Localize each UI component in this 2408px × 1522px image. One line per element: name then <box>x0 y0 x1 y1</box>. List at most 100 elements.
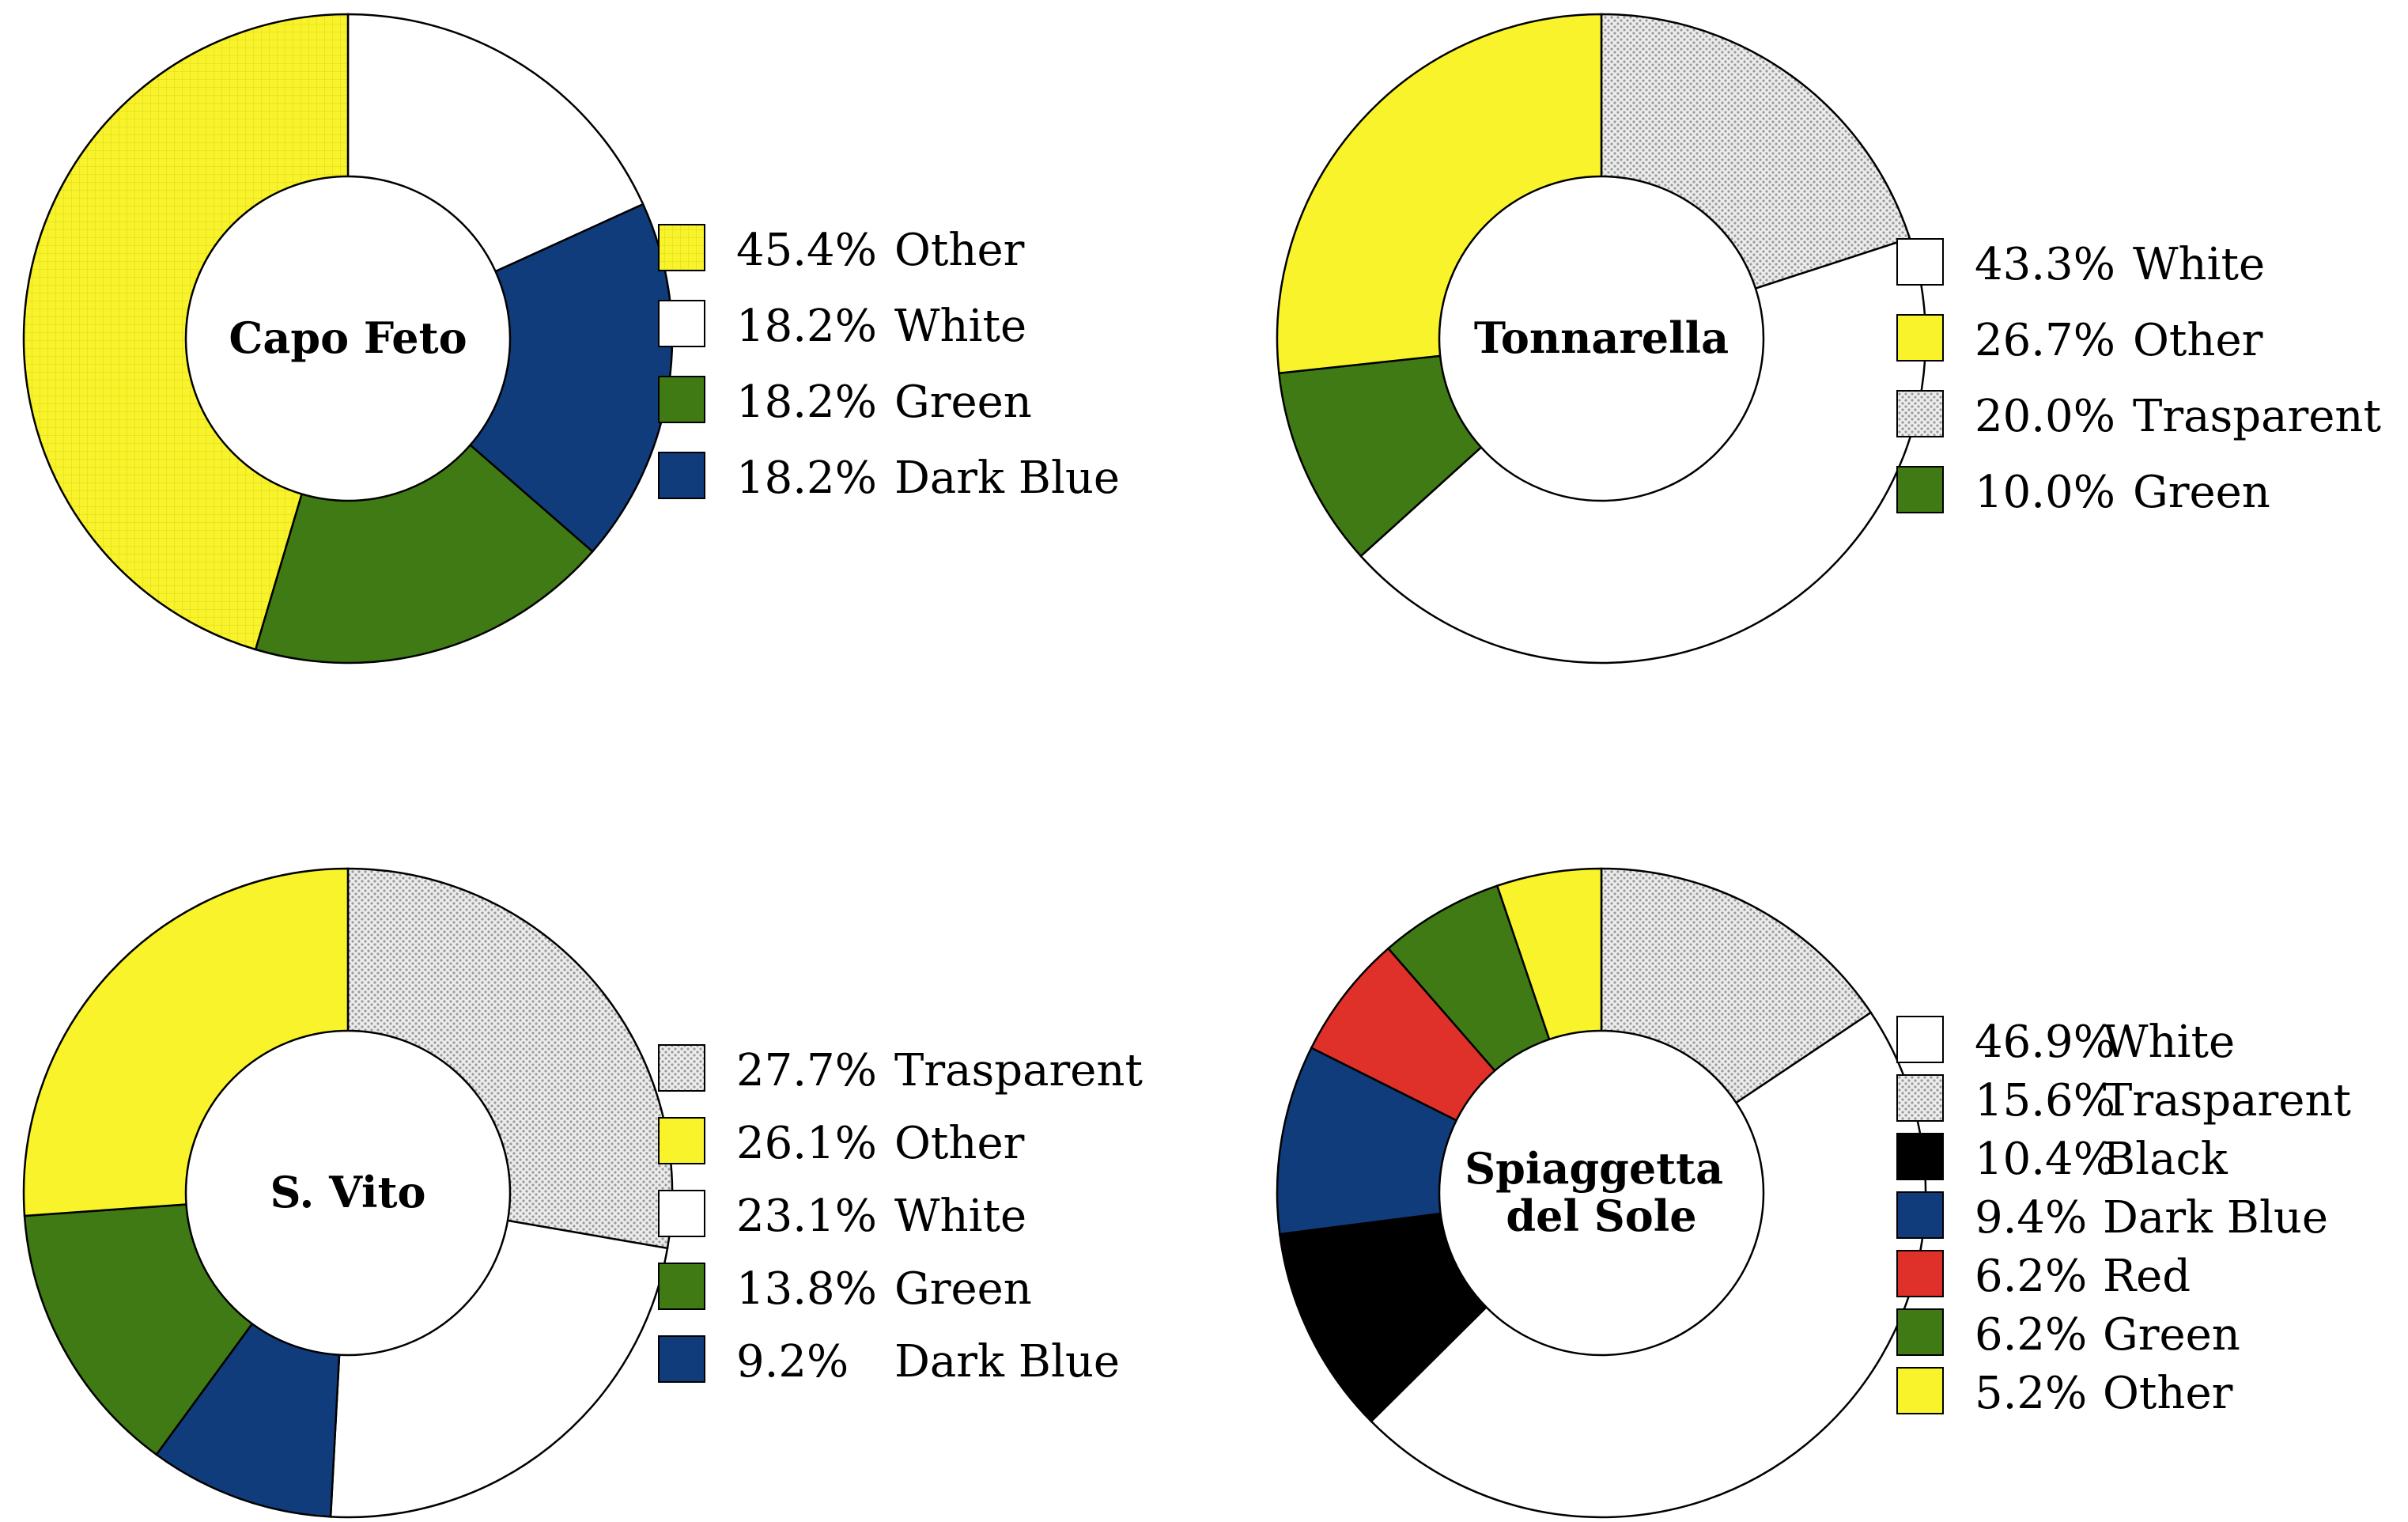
legend-item-dark-blue: 9.2% Dark Blue <box>658 1335 1120 1388</box>
legend-label: Green <box>2133 467 2270 518</box>
legend-percent: 6.2% <box>1975 1251 2087 1302</box>
center-label-line-1: Spiaggetta <box>1465 1143 1723 1194</box>
legend-percent: 9.4% <box>1975 1192 2087 1244</box>
legend-percent: 6.2% <box>1975 1309 2087 1361</box>
legend-label: Other <box>2103 1368 2233 1419</box>
legend-percent: 9.2% <box>736 1336 849 1388</box>
legend-swatch <box>1896 1016 1944 1063</box>
legend-item-black: 10.4%Black <box>1896 1133 2228 1185</box>
legend-item-green: 18.2% Green <box>658 376 1032 428</box>
center-label-line: S. Vito <box>270 1167 425 1217</box>
legend-label: Green <box>894 1263 1032 1315</box>
legend-swatch <box>658 224 705 271</box>
chart-legend: 27.7% Trasparent 26.1% Other 23.1% White 13.8%… <box>658 1044 1143 1388</box>
legend-percent: 5.2% <box>1975 1368 2087 1419</box>
legend-swatch <box>1896 390 1944 437</box>
legend-swatch <box>658 1117 705 1164</box>
legend-percent: 18.2% <box>736 301 877 352</box>
legend-item-other: 45.4% Other <box>658 224 1025 276</box>
legend-swatch <box>1896 314 1944 362</box>
legend-item-trasparent: 20.0% Trasparent <box>1896 390 2381 442</box>
donut-chart-spiaggetta-del-sole: Spiaggetta del Sole 46.9%White 15.6%Trasp… <box>1276 867 2351 1519</box>
legend-label: Other <box>894 225 1025 276</box>
legend-item-green: 13.8% Green <box>658 1263 1032 1315</box>
legend-item-other: 26.1% Other <box>658 1117 1025 1169</box>
legend-swatch <box>1896 1308 1944 1356</box>
legend-item-white: 18.2% White <box>658 300 1026 352</box>
legend-swatch <box>658 376 705 423</box>
donut-hole <box>1438 175 1765 502</box>
legend-percent: 27.7% <box>736 1045 877 1096</box>
donut-chart-capo-feto: Capo Feto 45.4% Other 18.2% White 18.2% Green… <box>22 13 1120 664</box>
legend-label: Green <box>2103 1309 2240 1361</box>
legend-percent: 23.1% <box>736 1191 877 1242</box>
legend-swatch <box>658 1263 705 1310</box>
legend-percent: 10.4% <box>1975 1134 2115 1185</box>
legend-swatch <box>658 452 705 499</box>
legend-swatch <box>658 1190 705 1237</box>
legend-percent: 43.3% <box>1975 239 2115 290</box>
legend-swatch <box>1896 1074 1944 1122</box>
legend-label: Green <box>894 377 1032 428</box>
legend-item-trasparent: 27.7% Trasparent <box>658 1044 1143 1096</box>
legend-item-trasparent: 15.6%Trasparent <box>1896 1074 2351 1126</box>
center-label-line-2: del Sole <box>1506 1191 1696 1241</box>
donut-hole <box>184 1029 512 1357</box>
legend-swatch <box>1896 1367 1944 1414</box>
legend-item-white: 46.9%White <box>1896 1016 2235 1068</box>
legend-item-red: 6.2% Red <box>1896 1250 2191 1302</box>
legend-label: Trasparent <box>894 1045 1143 1096</box>
legend-label: White <box>894 301 1026 352</box>
chart-center-label: Capo Feto <box>229 312 467 363</box>
legend-label: Red <box>2103 1251 2191 1302</box>
legend-swatch <box>658 300 705 347</box>
center-label-line: Tonnarella <box>1474 312 1729 363</box>
legend-label: Dark Blue <box>2103 1192 2328 1244</box>
legend-swatch <box>658 1044 705 1092</box>
chart-center-label: S. Vito <box>270 1167 425 1217</box>
legend-item-dark-blue: 18.2% Dark Blue <box>658 452 1120 504</box>
legend-swatch <box>658 1335 705 1383</box>
legend-label: Other <box>894 1118 1025 1169</box>
legend-label: Trasparent <box>2103 1075 2351 1126</box>
chart-legend: 45.4% Other 18.2% White 18.2% Green 18.2% Dark … <box>658 224 1120 504</box>
legend-label: Black <box>2103 1134 2228 1185</box>
legend-item-other: 26.7% Other <box>1896 314 2263 366</box>
legend-label: Dark Blue <box>894 452 1120 504</box>
chart-center-label: Tonnarella <box>1474 312 1729 363</box>
legend-item-other: 5.2% Other <box>1896 1367 2233 1419</box>
legend-label: Trasparent <box>2133 391 2381 442</box>
legend-percent: 13.8% <box>736 1263 877 1315</box>
legend-item-green: 6.2% Green <box>1896 1308 2240 1361</box>
legend-swatch <box>1896 1133 1944 1180</box>
donut-hole <box>184 175 512 502</box>
legend-item-white: 23.1% White <box>658 1190 1026 1242</box>
legend-percent: 26.1% <box>736 1118 877 1169</box>
legend-item-white: 43.3% White <box>1896 238 2265 290</box>
legend-swatch <box>1896 466 1944 513</box>
legend-percent: 20.0% <box>1975 391 2115 442</box>
legend-label: White <box>894 1191 1026 1242</box>
center-label-line: Capo Feto <box>229 312 467 363</box>
donut-hole <box>1438 1029 1765 1357</box>
legend-percent: 26.7% <box>1975 315 2115 366</box>
legend-swatch <box>1896 1250 1944 1297</box>
legend-item-green: 10.0% Green <box>1896 466 2270 518</box>
legend-item-dark-blue: 9.4% Dark Blue <box>1896 1191 2328 1244</box>
legend-percent: 46.9% <box>1975 1017 2115 1068</box>
legend-label: Dark Blue <box>894 1336 1120 1388</box>
chart-center-label: Spiaggetta del Sole <box>1465 1143 1738 1241</box>
donut-chart-tonnarella: Tonnarella 43.3% White 26.7% Other 20.0% Tras… <box>1276 13 2381 664</box>
legend-percent: 18.2% <box>736 377 877 428</box>
donut-chart-s-vito: S. Vito 27.7% Trasparent 26.1% Other 23.1% Wh… <box>22 867 1143 1519</box>
legend-percent: 45.4% <box>736 225 877 276</box>
legend-label: White <box>2103 1017 2235 1068</box>
legend-percent: 10.0% <box>1975 467 2115 518</box>
legend-percent: 15.6% <box>1975 1075 2115 1126</box>
legend-swatch <box>1896 238 1944 286</box>
legend-swatch <box>1896 1191 1944 1239</box>
legend-label: Other <box>2133 315 2263 366</box>
chart-legend: 46.9%White 15.6%Trasparent 10.4%Black 9.4% D… <box>1896 1016 2351 1419</box>
chart-legend: 43.3% White 26.7% Other 20.0% Trasparent 10.0%… <box>1896 238 2381 518</box>
